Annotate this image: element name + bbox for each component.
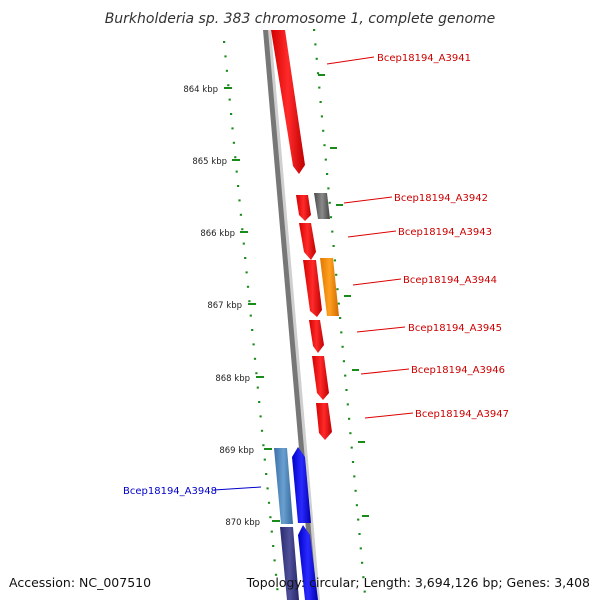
axis-tick-866: 866 kbp xyxy=(200,229,248,239)
gene-arrow-A3945[interactable] xyxy=(309,320,324,353)
gene-label-A3945[interactable]: Bcep18194_A3945 xyxy=(408,323,502,334)
accession-text: Accession: NC_007510 xyxy=(9,575,152,590)
axis-tick-865: 865 kbp xyxy=(192,157,240,167)
axis-tick-label: 864 kbp xyxy=(183,85,218,95)
gene-label-A3942[interactable]: Bcep18194_A3942 xyxy=(394,193,488,204)
axis-tick-864: 864 kbp xyxy=(183,85,232,95)
gene-label-A3943[interactable]: Bcep18194_A3943 xyxy=(398,227,492,238)
axis-tick-867: 867 kbp xyxy=(207,301,256,311)
axis-tick-label: 867 kbp xyxy=(207,301,242,311)
leader-line-A3948 xyxy=(213,486,262,491)
axis-tick-869: 869 kbp xyxy=(219,446,272,456)
axis-tick-label: 866 kbp xyxy=(200,229,235,239)
gene-label-A3948[interactable]: Bcep18194_A3948 xyxy=(123,486,217,497)
leader-line-A3947 xyxy=(364,412,414,419)
topology-text: Topology: circular; Length: 3,694,126 bp… xyxy=(246,575,590,590)
gene-navy-block[interactable] xyxy=(280,527,299,600)
axis-tick-870: 870 kbp xyxy=(225,518,280,528)
leader-line-A3946 xyxy=(360,368,410,375)
leader-line-A3943 xyxy=(347,230,397,238)
gene-label-A3941[interactable]: Bcep18194_A3941 xyxy=(377,53,471,64)
right-dotted-arc xyxy=(313,29,369,593)
leader-line-A3941 xyxy=(326,56,375,65)
gene-arrow-A3942[interactable] xyxy=(296,195,311,221)
gene-label-A3947[interactable]: Bcep18194_A3947 xyxy=(415,409,509,420)
leader-line-A3944 xyxy=(352,278,402,286)
gene-label-A3944[interactable]: Bcep18194_A3944 xyxy=(403,275,497,286)
gene-label-A3946[interactable]: Bcep18194_A3946 xyxy=(411,365,505,376)
gene-steelblue-block[interactable] xyxy=(274,448,293,524)
gene-arrow-A3943[interactable] xyxy=(299,223,316,260)
leader-line-A3945 xyxy=(356,326,406,333)
gene-arrow-A3947[interactable] xyxy=(316,403,332,440)
backbone-highlight xyxy=(268,30,320,600)
chart-title: Burkholderia sp. 383 chromosome 1, compl… xyxy=(105,11,496,27)
axis-tick-label: 870 kbp xyxy=(225,518,260,528)
gene-arrow-blue-1[interactable] xyxy=(292,447,311,523)
left-dotted-arc xyxy=(223,41,279,591)
axis-tick-868: 868 kbp xyxy=(215,374,264,384)
gene-arrow-A3946[interactable] xyxy=(312,356,329,400)
gene-arrow-blue-2[interactable] xyxy=(298,525,318,600)
gene-arrow-A3941[interactable] xyxy=(271,30,305,174)
axis-tick-label: 868 kbp xyxy=(215,374,250,384)
gene-arrow-A3944[interactable] xyxy=(303,260,322,317)
axis-tick-label: 869 kbp xyxy=(219,446,254,456)
gene-gray-block[interactable] xyxy=(314,193,330,219)
leader-line-A3942 xyxy=(343,196,393,204)
axis-tick-label: 865 kbp xyxy=(192,157,227,167)
gene-orange-block[interactable] xyxy=(320,258,339,316)
